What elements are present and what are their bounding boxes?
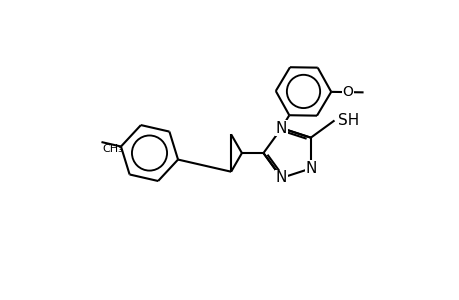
Text: N: N	[305, 161, 317, 176]
Text: N: N	[275, 170, 286, 185]
Text: SH: SH	[337, 113, 358, 128]
Text: N: N	[275, 121, 286, 136]
Text: O: O	[342, 85, 353, 99]
Text: CH₃: CH₃	[102, 144, 123, 154]
